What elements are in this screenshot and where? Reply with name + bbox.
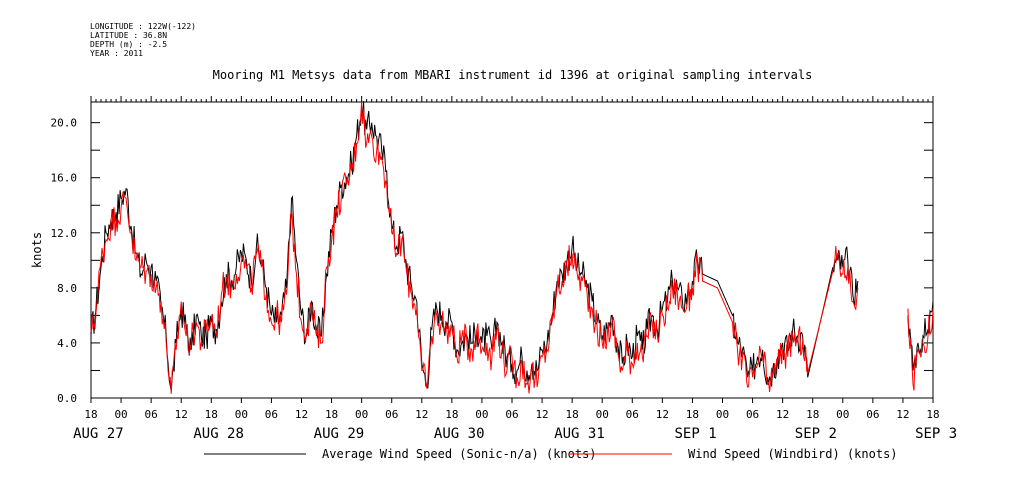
x-date-label: SEP 1 xyxy=(675,426,717,442)
x-date-label: AUG 28 xyxy=(193,426,244,442)
x-hour-tick-label: 06 xyxy=(505,408,518,421)
latitude-text: LATITUDE : 36.8N xyxy=(90,31,168,40)
year-text: YEAR : 2011 xyxy=(90,49,143,58)
x-hour-tick-label: 12 xyxy=(535,408,548,421)
y-tick-label: 12.0 xyxy=(51,227,78,240)
depth-text: DEPTH (m) : -2.5 xyxy=(90,40,168,49)
x-date-label: AUG 29 xyxy=(314,426,365,442)
x-hour-tick-label: 12 xyxy=(776,408,789,421)
series-line-windbird xyxy=(90,101,859,394)
x-hour-tick-label: 06 xyxy=(265,408,278,421)
x-date-label: AUG 27 xyxy=(73,426,124,442)
x-hour-tick-label: 18 xyxy=(806,408,819,421)
x-hour-tick-label: 12 xyxy=(656,408,669,421)
x-hour-tick-label: 00 xyxy=(475,408,488,421)
x-hour-tick-label: 00 xyxy=(836,408,849,421)
x-hour-tick-label: 06 xyxy=(866,408,879,421)
y-axis-label: knots xyxy=(30,232,44,268)
x-date-label: AUG 30 xyxy=(434,426,485,442)
x-hour-tick-label: 18 xyxy=(566,408,579,421)
series-line-average-sonic xyxy=(907,301,934,371)
x-hour-tick-label: 18 xyxy=(686,408,699,421)
x-hour-tick-label: 12 xyxy=(295,408,308,421)
x-hour-tick-label: 12 xyxy=(415,408,428,421)
legend-label-average: Average Wind Speed (Sonic-n/a) (knots) xyxy=(322,447,597,461)
x-hour-tick-label: 00 xyxy=(235,408,248,421)
chart-title: Mooring M1 Metsys data from MBARI instru… xyxy=(212,68,813,82)
x-hour-tick-label: 18 xyxy=(84,408,97,421)
x-hour-tick-label: 00 xyxy=(355,408,368,421)
x-date-label: AUG 31 xyxy=(554,426,605,442)
x-hour-tick-label: 18 xyxy=(325,408,338,421)
x-hour-tick-label: 12 xyxy=(175,408,188,421)
x-hour-tick-label: 00 xyxy=(114,408,127,421)
series-line-windbird xyxy=(907,308,934,391)
x-hour-tick-label: 12 xyxy=(896,408,909,421)
x-date-label: SEP 2 xyxy=(795,426,837,442)
y-tick-label: 8.0 xyxy=(57,282,77,295)
x-date-label: SEP 3 xyxy=(915,426,957,442)
y-tick-label: 20.0 xyxy=(51,117,78,130)
legend-label-windbird: Wind Speed (Windbird) (knots) xyxy=(688,447,898,461)
metadata-block: LONGITUDE : 122W(-122) LATITUDE : 36.8N DE… xyxy=(90,22,196,58)
y-tick-label: 0.0 xyxy=(57,392,77,405)
x-hour-tick-label: 06 xyxy=(385,408,398,421)
y-tick-label: 4.0 xyxy=(57,337,77,350)
x-hour-tick-label: 18 xyxy=(205,408,218,421)
x-hour-tick-label: 18 xyxy=(445,408,458,421)
x-hour-tick-label: 06 xyxy=(746,408,759,421)
y-tick-label: 16.0 xyxy=(51,172,78,185)
x-hour-tick-label: 18 xyxy=(926,408,939,421)
longitude-text: LONGITUDE : 122W(-122) xyxy=(90,22,196,31)
x-hour-tick-label: 06 xyxy=(145,408,158,421)
x-hour-tick-label: 00 xyxy=(596,408,609,421)
x-hour-tick-label: 06 xyxy=(626,408,639,421)
x-hour-tick-label: 00 xyxy=(716,408,729,421)
series-line-average-sonic xyxy=(90,101,859,392)
